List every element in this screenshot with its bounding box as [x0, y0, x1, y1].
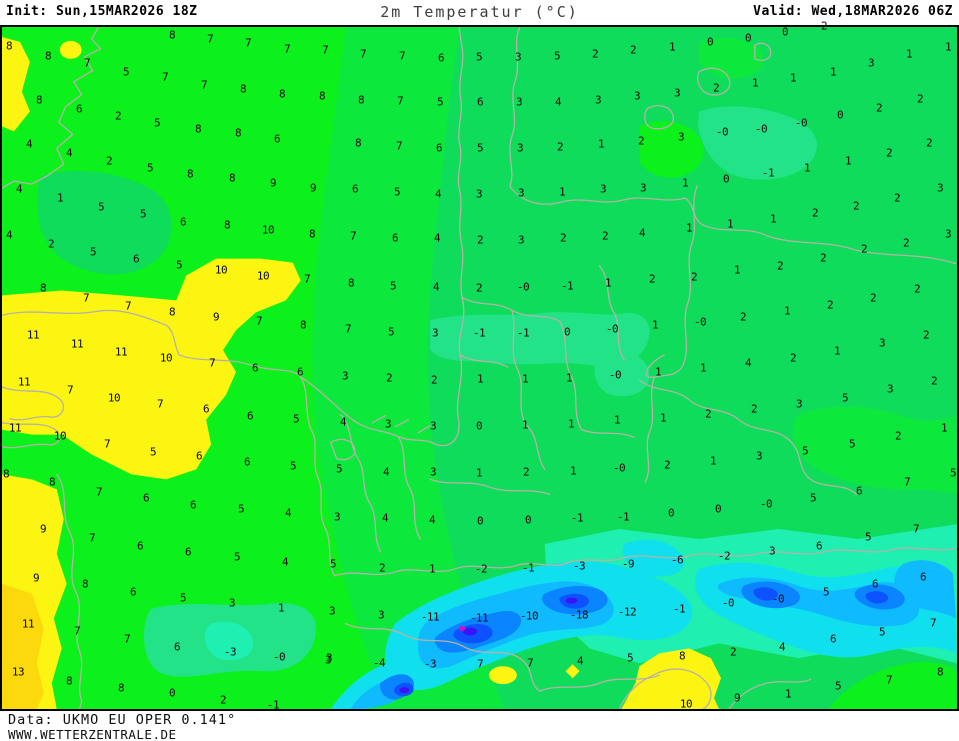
footer-bar: Data: UKMO EU OPER 0.141° WWW.WETTERZENT… [0, 711, 959, 741]
init-time-label: Init: Sun,15MAR2026 18Z [6, 4, 198, 19]
website-label: WWW.WETTERZENTRALE.DE [8, 727, 177, 741]
data-source-label: Data: UKMO EU OPER 0.141° [8, 712, 237, 728]
header-bar: Init: Sun,15MAR2026 18Z 2m Temperatur (°… [0, 0, 959, 25]
valid-time-label: Valid: Wed,18MAR2026 06Z [753, 4, 953, 19]
page-title: 2m Temperatur (°C) [380, 3, 579, 21]
map-canvas [2, 27, 957, 709]
map-area [0, 25, 959, 711]
